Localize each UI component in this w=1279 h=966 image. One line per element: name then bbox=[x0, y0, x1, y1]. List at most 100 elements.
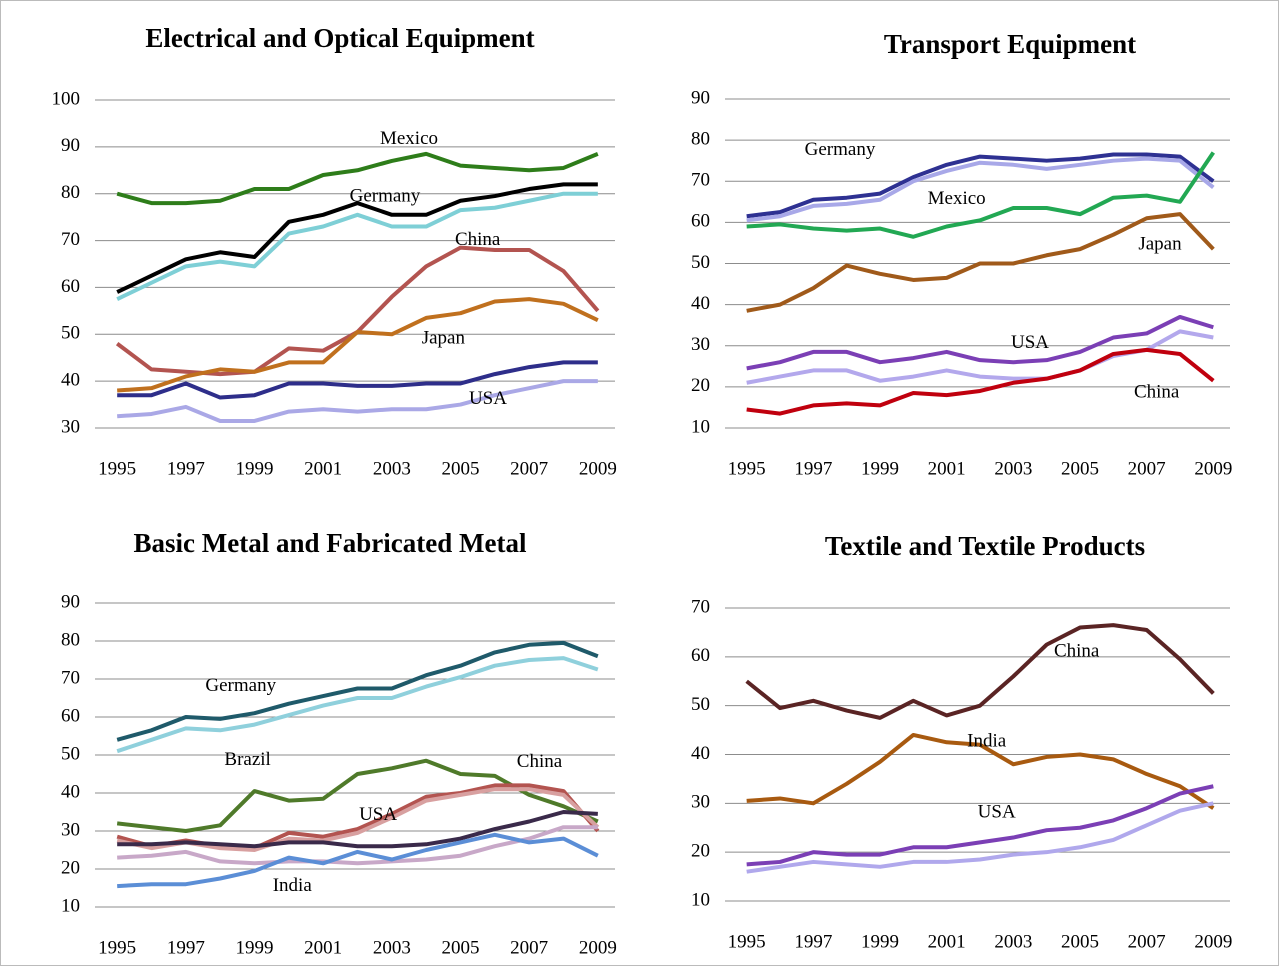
series-line bbox=[746, 329, 1214, 385]
x-tick-label: 2009 bbox=[1194, 458, 1232, 479]
x-tick-label: 2009 bbox=[579, 937, 617, 958]
chart-title: Transport Equipment bbox=[883, 29, 1137, 59]
x-tick-label: 2007 bbox=[1128, 458, 1166, 479]
x-tick-label: 2003 bbox=[373, 937, 411, 958]
x-tick-label: 2009 bbox=[1194, 931, 1232, 952]
series-label: Japan bbox=[1138, 233, 1182, 254]
series-label: Brazil bbox=[224, 749, 270, 770]
y-tick-label: 50 bbox=[61, 323, 80, 344]
x-tick-label: 2005 bbox=[1061, 458, 1099, 479]
series-label: Germany bbox=[805, 139, 876, 160]
x-tick-label: 2005 bbox=[442, 458, 480, 479]
y-tick-label: 50 bbox=[61, 743, 80, 764]
x-tick-label: 2003 bbox=[373, 458, 411, 479]
x-tick-label: 1997 bbox=[794, 458, 832, 479]
series-line bbox=[117, 832, 599, 889]
x-tick-label: 2003 bbox=[994, 931, 1032, 952]
y-tick-label: 10 bbox=[61, 895, 80, 916]
y-tick-label: 100 bbox=[52, 88, 81, 109]
y-tick-label: 30 bbox=[61, 416, 80, 437]
y-tick-label: 20 bbox=[61, 857, 80, 878]
series-line bbox=[746, 784, 1214, 867]
x-tick-label: 2005 bbox=[442, 937, 480, 958]
series-line bbox=[746, 212, 1215, 313]
series-line bbox=[746, 801, 1214, 874]
series-label: China bbox=[455, 229, 501, 250]
y-tick-label: 60 bbox=[61, 276, 80, 297]
y-tick-label: 90 bbox=[61, 135, 80, 156]
y-tick-label: 20 bbox=[691, 375, 710, 396]
series-label: USA bbox=[359, 804, 397, 825]
y-tick-label: 30 bbox=[61, 819, 80, 840]
y-tick-label: 30 bbox=[691, 792, 710, 813]
y-tick-label: 40 bbox=[691, 293, 710, 314]
x-tick-label: 1995 bbox=[728, 458, 766, 479]
y-tick-label: 40 bbox=[691, 743, 710, 764]
series-label: China bbox=[1054, 640, 1100, 661]
y-tick-label: 70 bbox=[691, 170, 710, 191]
x-tick-label: 1999 bbox=[861, 931, 899, 952]
x-tick-label: 1999 bbox=[861, 458, 899, 479]
x-tick-label: 2001 bbox=[928, 458, 966, 479]
series-label: India bbox=[273, 875, 313, 896]
series-label: Germany bbox=[350, 185, 421, 206]
series-line bbox=[116, 191, 598, 301]
x-tick-label: 2003 bbox=[994, 458, 1032, 479]
chart-title: Basic Metal and Fabricated Metal bbox=[133, 528, 527, 558]
x-tick-label: 1997 bbox=[167, 458, 205, 479]
y-tick-label: 80 bbox=[61, 629, 80, 650]
x-tick-label: 2007 bbox=[1128, 931, 1166, 952]
x-tick-label: 2009 bbox=[579, 458, 617, 479]
series-label: China bbox=[517, 751, 563, 772]
series-line bbox=[116, 151, 599, 206]
y-tick-label: 90 bbox=[691, 87, 710, 108]
y-tick-label: 60 bbox=[691, 211, 710, 232]
y-tick-label: 70 bbox=[61, 667, 80, 688]
x-tick-label: 2001 bbox=[928, 931, 966, 952]
y-tick-label: 20 bbox=[691, 841, 710, 862]
series-line bbox=[117, 297, 599, 393]
y-tick-label: 70 bbox=[61, 229, 80, 250]
x-tick-label: 1999 bbox=[236, 458, 274, 479]
series-line bbox=[116, 182, 598, 294]
series-line bbox=[745, 623, 1215, 720]
series-label: Mexico bbox=[380, 128, 438, 149]
x-tick-label: 1997 bbox=[794, 931, 832, 952]
series-line bbox=[746, 156, 1215, 223]
x-tick-label: 2007 bbox=[510, 458, 548, 479]
y-tick-label: 70 bbox=[691, 596, 710, 617]
y-tick-label: 90 bbox=[61, 591, 80, 612]
series-label: China bbox=[1134, 381, 1180, 402]
x-tick-label: 1995 bbox=[98, 937, 136, 958]
y-tick-label: 60 bbox=[61, 705, 80, 726]
x-tick-label: 2005 bbox=[1061, 931, 1099, 952]
y-tick-label: 40 bbox=[61, 781, 80, 802]
y-tick-label: 10 bbox=[691, 889, 710, 910]
series-label: USA bbox=[978, 801, 1016, 822]
series-line bbox=[117, 379, 598, 423]
series-line bbox=[117, 810, 598, 849]
series-line bbox=[116, 656, 599, 754]
x-tick-label: 2001 bbox=[304, 937, 342, 958]
y-tick-label: 30 bbox=[691, 334, 710, 355]
series-label: India bbox=[967, 731, 1007, 752]
x-tick-label: 1995 bbox=[728, 931, 766, 952]
series-line bbox=[116, 640, 599, 742]
series-label: Japan bbox=[422, 327, 466, 348]
series-label: Mexico bbox=[928, 188, 986, 209]
series-line bbox=[746, 152, 1215, 219]
x-tick-label: 2007 bbox=[510, 937, 548, 958]
series-line bbox=[746, 732, 1215, 810]
series-label: USA bbox=[1011, 332, 1049, 353]
series-line bbox=[746, 347, 1215, 416]
chart-title: Textile and Textile Products bbox=[824, 531, 1146, 561]
series-line bbox=[117, 360, 598, 400]
x-tick-label: 1997 bbox=[167, 937, 205, 958]
y-tick-label: 60 bbox=[691, 645, 710, 666]
x-tick-label: 1999 bbox=[236, 937, 274, 958]
x-tick-label: 1995 bbox=[98, 458, 136, 479]
series-line bbox=[746, 151, 1215, 239]
